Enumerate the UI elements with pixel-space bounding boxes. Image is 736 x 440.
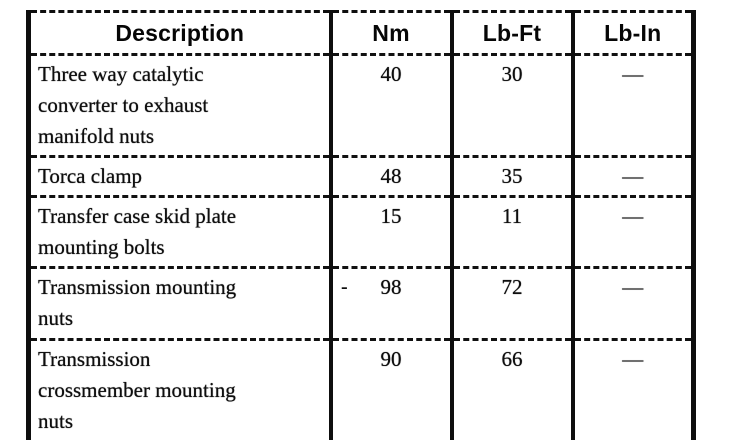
lb-ft-value-cell: 11 bbox=[449, 195, 573, 268]
lb-in-value-cell: — bbox=[570, 155, 694, 197]
nm-value-cell: 90 bbox=[328, 338, 452, 440]
lb-in-value-cell: — bbox=[570, 266, 694, 340]
description-cell: Transmission crossmember mounting nuts bbox=[28, 338, 331, 440]
header-row: Description Nm Lb-Ft Lb-In bbox=[29, 11, 694, 55]
lb-in-value-cell: — bbox=[570, 53, 694, 157]
table-row: Transfer case skid plate mounting bolts … bbox=[28, 195, 694, 268]
table-row: Torca clamp 48 35 — bbox=[28, 155, 694, 197]
table-row: Transmission crossmember mounting nuts 9… bbox=[28, 338, 694, 440]
description-cell: Transfer case skid plate mounting bolts bbox=[28, 195, 331, 268]
description-cell: Torca clamp bbox=[28, 155, 331, 197]
torque-spec-table: Description Nm Lb-Ft Lb-In Three way cat… bbox=[26, 10, 696, 440]
lb-ft-value-cell: 72 bbox=[449, 266, 573, 340]
table-row: Three way catalytic converter to exhaust… bbox=[28, 53, 694, 157]
lb-in-value-cell: — bbox=[570, 338, 694, 440]
nm-value-cell: 40 bbox=[328, 53, 452, 157]
nm-value-cell: 98 bbox=[328, 266, 452, 340]
description-cell: Transmission mounting nuts bbox=[28, 266, 331, 340]
lb-ft-value-cell: 66 bbox=[449, 338, 573, 440]
col-header-lb-in: Lb-In bbox=[570, 11, 694, 55]
description-cell: Three way catalytic converter to exhaust… bbox=[28, 53, 331, 157]
col-header-nm: Nm bbox=[328, 11, 452, 55]
table-row: Transmission mounting nuts 98 72 — bbox=[28, 266, 694, 340]
lb-ft-value-cell: 30 bbox=[449, 53, 573, 157]
nm-value-cell: 48 bbox=[328, 155, 452, 197]
lb-in-value-cell: — bbox=[570, 195, 694, 268]
scan-artifact-mark: - bbox=[341, 276, 348, 298]
lb-ft-value-cell: 35 bbox=[449, 155, 573, 197]
col-header-description: Description bbox=[115, 19, 245, 46]
nm-value-cell: 15 bbox=[328, 195, 452, 268]
col-header-lb-ft: Lb-Ft bbox=[449, 11, 573, 55]
